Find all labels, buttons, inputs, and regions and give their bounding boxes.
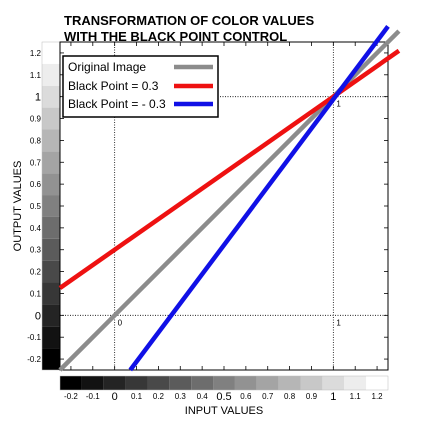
chart-title-line-1: TRANSFORMATION OF COLOR VALUES (64, 13, 314, 28)
y-axis-ticks: -0.2 -0.1 0 0.1 0.2 0.3 0.4 0.5 0.6 0.7 0.8 0.9 1 1.1… (27, 49, 388, 364)
x-ramp-cell (125, 376, 148, 390)
x-axis-label: INPUT VALUES (185, 405, 263, 417)
y-ramp-cell (42, 129, 60, 152)
x-tick-label: 1.1 (350, 392, 362, 401)
x-ramp-cell (256, 376, 279, 390)
x-tick-label: 0.7 (262, 392, 274, 401)
x-tick-label: 0 (112, 391, 118, 403)
x-ramp-cell (147, 376, 170, 390)
y-tick-label: 0.2 (30, 268, 42, 277)
y-axis-label: OUTPUT VALUES (12, 161, 24, 252)
y-ramp-cell (42, 282, 60, 305)
point-annotation: 1 (336, 100, 341, 109)
y-ramp-cell (42, 85, 60, 108)
series-line-black-point-negative (128, 25, 390, 372)
input-grayscale-ramp (59, 375, 389, 391)
y-ramp-cell (42, 63, 60, 86)
x-tick-label: 0.1 (131, 392, 143, 401)
legend-label-black-point-negative: Black Point = - 0.3 (68, 97, 166, 111)
y-ramp-cell (42, 326, 60, 349)
x-tick-label: 0.5 (216, 391, 231, 403)
x-ramp-cell (278, 376, 301, 390)
x-tick-label: 0.3 (175, 392, 187, 401)
x-tick-label: 0.6 (240, 392, 252, 401)
legend-label-black-point-positive: Black Point = 0.3 (68, 79, 159, 93)
x-ramp-cell (169, 376, 192, 390)
legend-label-original: Original Image (68, 60, 146, 74)
chart-title-line-2: WITH THE BLACK POINT CONTROL (64, 29, 287, 44)
x-tick-label: -0.1 (86, 392, 100, 401)
legend: Original Image Black Point = 0.3 Black P… (62, 55, 219, 118)
point-annotation: 0 (118, 318, 123, 327)
x-ramp-cell (60, 376, 82, 390)
x-tick-label: 0.4 (197, 392, 209, 401)
x-tick-label: 0.2 (153, 392, 165, 401)
y-tick-label: 0 (35, 310, 41, 322)
x-ramp-cell (322, 376, 345, 390)
y-tick-label: -0.1 (27, 333, 41, 342)
x-ramp-border (59, 375, 389, 391)
x-ramp-cell (213, 376, 235, 390)
x-ramp-cell (103, 376, 126, 390)
point-annotation: 1 (336, 318, 341, 327)
x-tick-label: 0.8 (284, 392, 296, 401)
y-tick-label: 0.6 (30, 180, 42, 189)
y-tick-label: 0.8 (30, 136, 42, 145)
x-tick-label: 1.2 (372, 392, 384, 401)
y-tick-label: 1.2 (30, 49, 42, 58)
y-tick-label: 0.7 (30, 158, 42, 167)
y-tick-label: 1 (35, 92, 41, 104)
y-tick-label: 0.9 (30, 115, 42, 124)
x-tick-label: 1 (330, 391, 336, 403)
y-tick-label: 1.1 (30, 71, 42, 80)
annotations: 0 1 1 (118, 100, 342, 328)
y-tick-label: 0.5 (30, 202, 42, 211)
y-ramp-cell (42, 260, 60, 283)
x-tick-label: -0.2 (64, 392, 78, 401)
y-tick-label: 0.1 (30, 289, 42, 298)
y-tick-label: -0.2 (27, 355, 41, 364)
x-axis-ticks: -0.2 -0.1 0 0.1 0.2 0.3 0.4 0.5 0.6 0.7 0.8 0.9 1 1.1… (64, 42, 383, 403)
y-ramp-cell (42, 304, 60, 327)
y-ramp-cell (42, 348, 60, 370)
x-ramp-cell (344, 376, 367, 390)
x-ramp-cell (191, 376, 214, 390)
y-tick-label: 0.3 (30, 246, 42, 255)
output-grayscale-ramp (41, 41, 61, 371)
y-ramp-cell (42, 151, 60, 174)
y-ramp-cell (42, 195, 60, 217)
series-lines (58, 25, 401, 372)
x-ramp-cell (81, 376, 104, 390)
y-ramp-cell (42, 42, 60, 64)
y-ramp-cell (42, 238, 60, 261)
y-ramp-cell (42, 173, 60, 196)
x-tick-label: 0.9 (306, 392, 318, 401)
y-ramp-cell (42, 107, 60, 130)
x-ramp-cell (300, 376, 323, 390)
x-ramp-cell (366, 376, 388, 390)
y-tick-label: 0.4 (30, 224, 42, 233)
y-ramp-cell (42, 216, 60, 239)
x-ramp-cell (234, 376, 257, 390)
